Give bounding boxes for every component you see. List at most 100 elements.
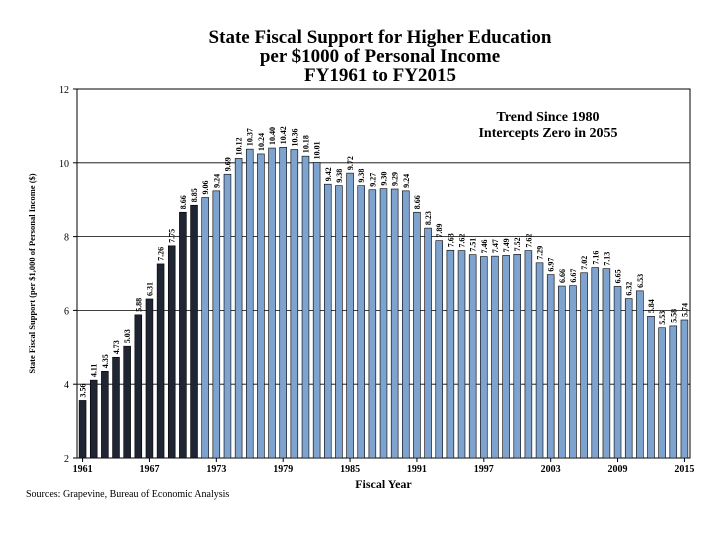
bar <box>112 356 120 459</box>
data-label: 4.35 <box>101 354 110 368</box>
data-label: 10.12 <box>235 137 244 155</box>
bar <box>245 148 254 459</box>
bar <box>145 298 154 459</box>
data-label: 9.69 <box>223 157 232 171</box>
y-tick-label: 12 <box>59 85 69 96</box>
bar <box>167 245 176 459</box>
bar <box>123 345 131 459</box>
data-label: 7.49 <box>502 238 511 252</box>
bar <box>446 249 455 459</box>
bar <box>268 147 276 459</box>
data-label: 7.46 <box>480 240 489 254</box>
bar <box>312 162 321 459</box>
bar <box>669 325 678 459</box>
bar <box>89 379 98 459</box>
bar <box>201 197 209 459</box>
bar <box>468 254 477 459</box>
bar <box>346 172 354 459</box>
bar <box>457 250 466 459</box>
data-label: 6.32 <box>625 282 634 296</box>
data-label: 8.66 <box>413 195 422 209</box>
bar <box>546 274 555 459</box>
bar <box>223 173 232 459</box>
bar <box>357 185 365 459</box>
bar <box>647 316 655 459</box>
data-label: 9.38 <box>335 169 344 183</box>
bar <box>134 314 143 459</box>
bar <box>513 254 522 459</box>
bar <box>613 286 622 459</box>
data-label: 4.73 <box>112 340 121 354</box>
x-tick-label: 1973 <box>206 464 226 475</box>
bar <box>179 211 187 459</box>
bar <box>335 185 343 459</box>
y-tick-label: 4 <box>64 380 69 391</box>
bar <box>413 211 421 459</box>
data-label: 5.88 <box>134 298 143 312</box>
bar <box>491 255 499 459</box>
data-label: 7.29 <box>536 246 545 260</box>
bar <box>234 158 243 459</box>
x-tick-label: 1997 <box>474 464 494 475</box>
y-axis-title: State Fiscal Support (per $1,000 of Pers… <box>27 173 37 373</box>
data-label: 4.11 <box>90 364 99 378</box>
data-label: 9.42 <box>324 167 333 181</box>
data-label: 7.62 <box>458 234 467 248</box>
bar <box>402 190 410 459</box>
x-tick-label: 1991 <box>407 464 427 475</box>
data-label: 9.30 <box>380 172 389 186</box>
bar <box>301 155 310 459</box>
chart-source: Sources: Grapevine, Bureau of Economic A… <box>26 489 230 500</box>
data-label: 8.23 <box>424 211 433 225</box>
data-label: 7.62 <box>524 234 533 248</box>
bar <box>658 327 666 459</box>
bar <box>257 153 265 459</box>
data-label: 9.72 <box>346 156 355 170</box>
x-tick-label: 1967 <box>139 464 159 475</box>
data-label: 9.38 <box>357 169 366 183</box>
bar <box>379 188 388 459</box>
bar <box>290 149 299 459</box>
bar <box>580 272 588 459</box>
bar <box>78 400 87 459</box>
bar <box>502 255 510 459</box>
bar <box>535 262 544 459</box>
data-label: 7.02 <box>580 256 589 270</box>
bar <box>524 250 533 459</box>
data-label: 6.67 <box>569 269 578 283</box>
data-label: 10.01 <box>313 141 322 159</box>
data-label: 10.40 <box>268 127 277 145</box>
data-label: 9.06 <box>201 180 210 194</box>
data-label: 7.51 <box>469 238 478 252</box>
data-label: 9.24 <box>212 174 221 188</box>
chart-title-line: FY1961 to FY2015 <box>304 65 456 86</box>
data-label: 10.24 <box>257 133 266 151</box>
data-label: 6.31 <box>145 282 154 296</box>
bar <box>624 298 633 459</box>
bar <box>558 285 566 459</box>
bar <box>390 188 399 459</box>
x-tick-label: 2009 <box>608 464 628 475</box>
x-tick-label: 2003 <box>541 464 561 475</box>
data-label: 10.18 <box>301 135 310 153</box>
bar <box>680 319 689 459</box>
y-tick-label: 2 <box>64 454 69 465</box>
data-label: 6.66 <box>558 269 567 283</box>
bar <box>480 256 488 459</box>
y-tick-label: 6 <box>64 306 69 317</box>
data-label: 10.36 <box>290 129 299 147</box>
data-label: 7.47 <box>491 239 500 253</box>
data-label: 5.74 <box>680 303 689 317</box>
data-label: 3.56 <box>79 383 88 397</box>
data-label: 6.65 <box>614 269 623 283</box>
data-label: 7.89 <box>435 224 444 238</box>
chart-title-line: State Fiscal Support for Higher Educatio… <box>208 27 552 48</box>
chart-title: State Fiscal Support for Higher Educatio… <box>100 28 660 85</box>
x-tick-label: 1961 <box>73 464 93 475</box>
data-label: 8.85 <box>190 188 199 202</box>
bar <box>435 240 443 459</box>
data-label: 7.26 <box>157 247 166 261</box>
annotation-line: Intercepts Zero in 2055 <box>478 126 617 141</box>
data-label: 10.42 <box>279 126 288 144</box>
